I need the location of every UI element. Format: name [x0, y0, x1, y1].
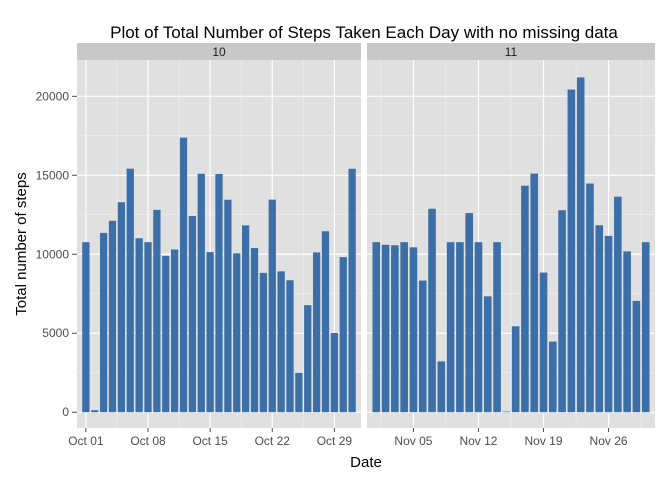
bar-2012-11-22 [567, 89, 576, 413]
strip-background-10 [77, 43, 361, 60]
bar-2012-10-11 [170, 249, 179, 413]
bar-2012-11-25 [595, 225, 604, 413]
bar-2012-10-28 [321, 231, 330, 413]
facet-panel-10: 10 [77, 43, 361, 428]
bar-2012-11-17 [521, 185, 529, 413]
bar-2012-11-26 [604, 235, 613, 413]
bar-2012-10-25 [295, 372, 303, 413]
strip-label-10: 10 [212, 45, 226, 59]
x-axis-title: Date [350, 454, 382, 471]
bar-2012-11-24 [586, 183, 594, 413]
x-tick-label: Oct 15 [192, 434, 228, 448]
bar-2012-11-06 [418, 280, 427, 413]
facet-panel-11: 11 [367, 43, 655, 428]
bar-2012-11-08 [437, 361, 446, 413]
bar-2012-10-20 [250, 248, 259, 413]
x-tick-label: Nov 12 [459, 434, 497, 448]
x-tick-label: Oct 08 [130, 434, 166, 448]
strip-background-11 [367, 43, 655, 60]
bar-2012-10-22 [268, 199, 276, 413]
bar-2012-11-11 [465, 213, 474, 413]
bar-2012-10-03 [99, 232, 108, 413]
bar-2012-10-24 [286, 280, 294, 413]
bar-2012-11-01 [372, 242, 381, 413]
bars-11 [372, 77, 650, 413]
bar-2012-10-07 [135, 238, 143, 413]
bar-2012-10-08 [144, 242, 152, 413]
bar-2012-10-09 [153, 209, 161, 413]
y-tick-label: 10000 [36, 247, 70, 261]
bar-2012-10-17 [224, 199, 232, 413]
bar-2012-10-14 [197, 173, 205, 413]
bar-2012-10-31 [348, 168, 356, 413]
bar-2012-11-13 [483, 296, 492, 413]
bar-2012-11-27 [614, 196, 622, 413]
bar-2012-11-03 [391, 245, 399, 413]
bar-2012-11-07 [428, 208, 436, 413]
x-tick-label: Oct 01 [68, 434, 104, 448]
bar-2012-11-28 [623, 251, 631, 413]
bar-2012-10-02 [91, 410, 99, 413]
y-tick-label: 5000 [42, 326, 69, 340]
bar-2012-10-16 [215, 173, 223, 413]
y-axis-title: Total number of steps [13, 172, 30, 315]
bar-2012-10-29 [330, 332, 339, 413]
bar-2012-10-23 [277, 271, 285, 413]
bar-2012-10-21 [259, 272, 268, 413]
bar-2012-10-04 [108, 220, 117, 413]
bar-2012-11-12 [474, 242, 483, 413]
bar-2012-11-18 [530, 173, 539, 413]
bar-2012-10-01 [82, 242, 90, 413]
x-tick-label: Nov 19 [525, 434, 563, 448]
x-tick-label: Nov 26 [590, 434, 628, 448]
bar-2012-10-19 [241, 225, 250, 413]
chart-title: Plot of Total Number of Steps Taken Each… [110, 23, 618, 42]
bar-2012-11-04 [400, 242, 408, 413]
bar-2012-10-30 [339, 257, 347, 413]
bar-2012-10-05 [117, 202, 126, 413]
bar-2012-11-16 [511, 326, 520, 413]
bar-2012-11-05 [409, 247, 418, 413]
bar-2012-10-06 [126, 168, 134, 413]
bar-2012-11-23 [576, 77, 585, 413]
bar-2012-10-10 [162, 255, 170, 413]
x-axis: Oct 01 Oct 08 Oct 15 Oct 22 Oct 29 Nov 05 Nov … [68, 428, 628, 448]
bar-2012-11-10 [456, 242, 464, 413]
bars-10 [82, 137, 356, 413]
bar-2012-11-19 [539, 272, 548, 413]
y-axis: 0 5000 10000 15000 20000 [36, 89, 77, 419]
bar-2012-11-21 [558, 210, 566, 413]
bar-2012-11-30 [641, 242, 650, 413]
bar-2012-10-18 [233, 253, 241, 413]
bar-2012-11-15 [502, 411, 511, 413]
bar-2012-11-14 [493, 242, 501, 413]
strip-label-11: 11 [505, 45, 518, 59]
bar-2012-10-15 [206, 252, 214, 413]
bar-2012-11-02 [381, 244, 390, 413]
bar-2012-10-27 [312, 252, 321, 413]
x-tick-label: Oct 29 [317, 434, 353, 448]
bar-2012-10-12 [179, 137, 188, 413]
y-tick-label: 20000 [36, 89, 70, 103]
bar-2012-11-20 [548, 341, 557, 413]
bar-2012-11-09 [446, 242, 455, 413]
y-tick-label: 15000 [36, 168, 70, 182]
bar-2012-10-13 [188, 215, 197, 413]
bar-2012-10-26 [304, 305, 312, 413]
y-tick-label: 0 [62, 405, 69, 419]
x-tick-label: Nov 05 [394, 434, 432, 448]
x-tick-label: Oct 22 [255, 434, 291, 448]
bar-2012-11-29 [632, 300, 641, 413]
